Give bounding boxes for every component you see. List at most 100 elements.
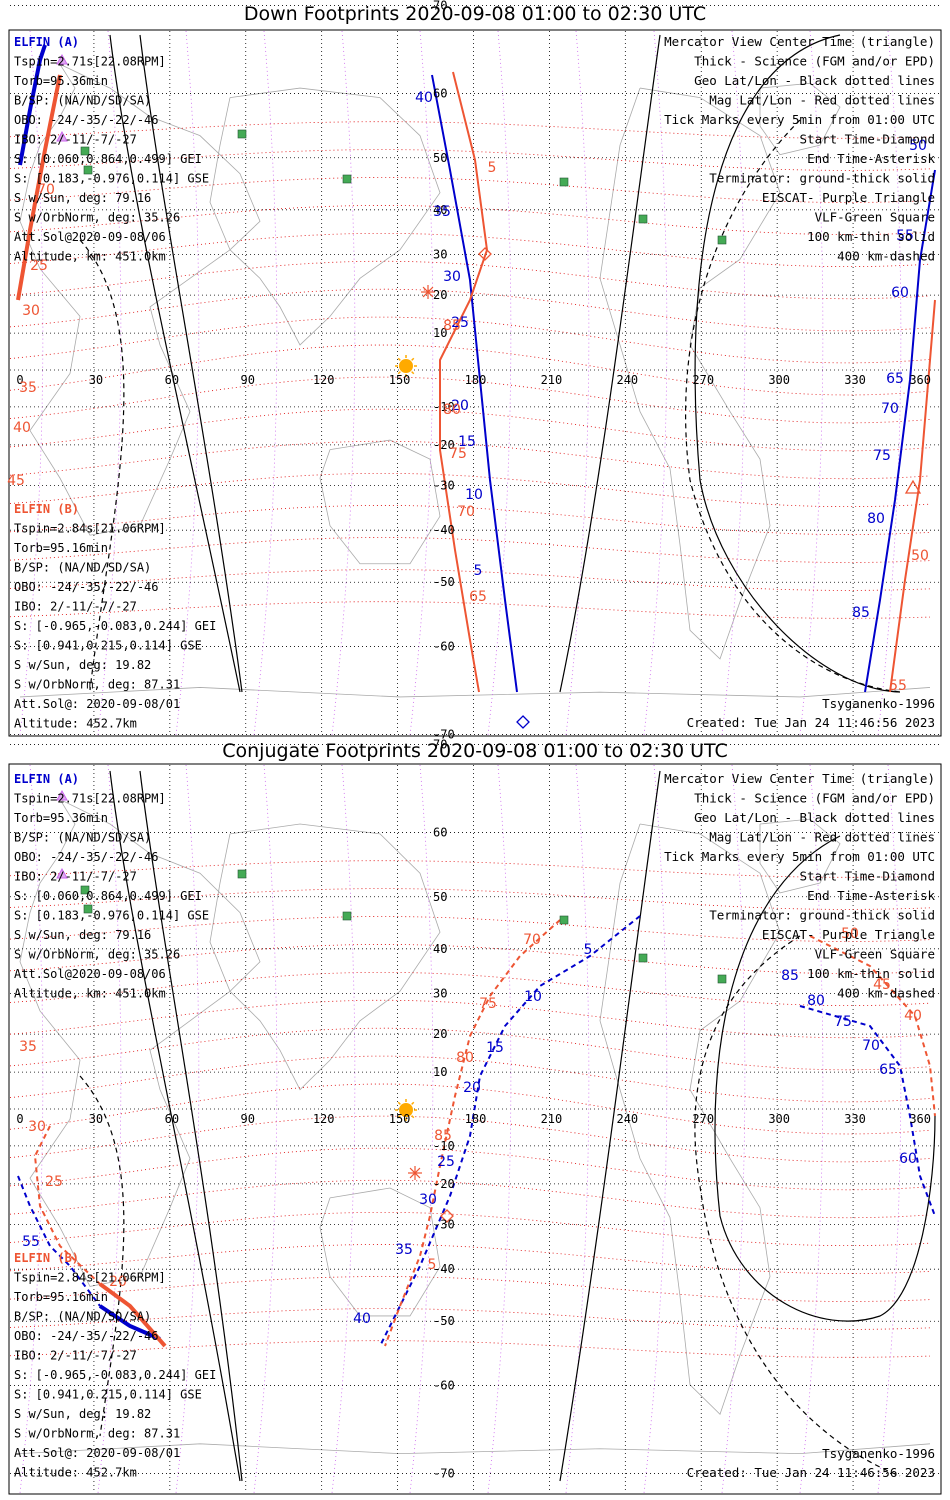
terminator-curve-5	[694, 935, 901, 1477]
elfin-b-info-line: S: [0.941,0.215,0.114] GSE	[14, 1388, 202, 1402]
lat-tick-label: 40	[433, 203, 447, 217]
elfin-a-info-line: Altitude, km: 451.0km	[14, 250, 166, 264]
elfin-b-time-label: 50	[841, 926, 859, 942]
label-layer: 0 30 60 90 120 150 180 210 240 270 300 330 360 70 60 50…	[7, 0, 935, 740]
elfin-b-time-label: 30	[28, 1119, 46, 1135]
mag-meridian	[409, 764, 434, 1494]
elfin-b-time-label: 70	[37, 182, 55, 198]
elfin-a-conj-track	[379, 915, 641, 1347]
lon-tick-label: 300	[768, 373, 790, 387]
legend-line: EISCAT- Purple Triangle	[762, 927, 935, 942]
coastline-3	[599, 823, 781, 1416]
elfin-b-info-line: OBO: -24/-35/-22/-46	[14, 580, 159, 594]
terminator-curve-1	[139, 34, 243, 693]
elfin-a-time-label: 30	[419, 1192, 437, 1208]
lat-tick-label: -70	[433, 1466, 455, 1480]
lat-tick-label: 10	[433, 326, 447, 340]
elfin-a-time-label: 70	[881, 401, 899, 417]
lon-tick-label: 330	[844, 373, 866, 387]
coastline-4	[759, 82, 841, 156]
mag-parallel	[9, 569, 931, 591]
elfin-b-time-label: 80	[443, 402, 461, 418]
elfin-b-info-line: S: [-0.965,-0.083,0.244] GEI	[14, 619, 216, 633]
elfin-b-info-line: S: [0.941,0.215,0.114] GSE	[14, 639, 202, 653]
elfin-a-info-line: S: [0.183,-0.976,0.114] GSE	[14, 172, 209, 186]
vlf-square	[638, 214, 648, 224]
elfin-a-time-label: 60	[899, 1151, 917, 1167]
elfin-b-time-label: 85	[443, 318, 461, 334]
elfin-a-info-line: OBO: -24/-35/-22/-46	[14, 850, 159, 864]
lat-tick-label: -60	[433, 640, 455, 654]
vlf-square	[717, 235, 727, 245]
legend-line: Thick - Science (FGM and/or EPD)	[694, 54, 935, 69]
coastline-2	[319, 1187, 441, 1317]
elfin-a-time-label: 55	[22, 1234, 40, 1250]
elfin-b-conj-west	[33, 1125, 101, 1285]
down-panel-title: Down Footprints 2020-09-08 01:00 to 02:3…	[243, 3, 707, 25]
elfin-b-title: ELFIN (B)	[14, 1251, 79, 1265]
mag-parallel	[9, 505, 931, 535]
mag-parallel	[9, 1115, 931, 1163]
mag-meridian	[175, 30, 200, 736]
legend-line: Tick Marks every 5min from 01:00 UTC	[664, 849, 935, 864]
mag-meridian	[409, 30, 434, 736]
legend-line: Mercator View Center Time (triangle)	[664, 771, 935, 786]
lon-tick-label: 120	[313, 1112, 335, 1126]
mag-meridian	[253, 30, 278, 736]
elfin-a-time-label: 85	[781, 968, 799, 984]
elfin-a-conj-east	[799, 1005, 936, 1217]
mag-parallel	[9, 944, 931, 974]
mag-meridian	[331, 764, 356, 1494]
elfin-b-conj-science	[98, 1282, 167, 1348]
elfin-b-info-line: Altitude: 452.7km	[14, 717, 137, 731]
lon-tick-label: 0	[16, 1112, 23, 1126]
sun-ray	[397, 1115, 401, 1119]
eiscat-triangle	[56, 53, 68, 65]
lon-tick-label: 240	[616, 373, 638, 387]
elfin-b-info-line: Att.Sol@: 2020-09-08/01	[14, 697, 180, 711]
elfin-a-time-label: 15	[458, 434, 476, 450]
vlf-square	[342, 911, 352, 921]
mag-parallel	[9, 376, 931, 424]
lon-tick-label: 270	[692, 373, 714, 387]
mag-meridian	[721, 30, 746, 736]
marker-layer	[56, 53, 922, 729]
elfin-a-info-line: S w/OrbNorm, deg: 35.26	[14, 948, 180, 962]
mag-meridian	[19, 764, 44, 1494]
mag-parallel	[9, 316, 931, 364]
elfin-b-time-label: 30	[22, 303, 40, 319]
elfin-b-time-label: 85	[434, 1128, 452, 1144]
lat-tick-label: 70	[433, 738, 447, 752]
elfin-a-down-track	[431, 74, 518, 693]
elfin-a-info-line: S: [0.060,0.864,0.499] GEI	[14, 152, 202, 166]
lat-tick-label: -20	[433, 438, 455, 452]
elfin-b-time-label: 70	[457, 504, 475, 520]
mag-meridian	[643, 30, 668, 736]
lon-tick-label: 210	[541, 373, 563, 387]
elfin-b-time-label: 70	[523, 932, 541, 948]
mag-meridian	[487, 30, 512, 736]
model-label: Tsyganenko-1996	[822, 1446, 935, 1461]
lat-tick-label: -50	[433, 1314, 455, 1328]
elfin-a-info-line: IBO: 2/-11/-7/-27	[14, 870, 137, 884]
coastline-5	[19, 687, 931, 698]
mag-parallel	[9, 1244, 931, 1274]
lat-tick-label: 30	[433, 987, 447, 1001]
eiscat-triangle	[56, 789, 68, 801]
elfin-b-info-line: S w/Sun, deg: 19.82	[14, 1407, 151, 1421]
elfin-a-conj-science	[98, 1304, 161, 1341]
lon-tick-label: 60	[165, 1112, 179, 1126]
elfin-a-info-line: Tspin=2.71s[22.08RPM]	[14, 792, 166, 806]
sun-ray	[397, 371, 401, 375]
conjugate-footprints-map: 0 30 60 90 120 150 180 210 240 270 300 330 360 70 60 50…	[8, 738, 942, 1495]
elfin-b-info-line: Att.Sol@: 2020-09-08/01	[14, 1446, 180, 1460]
elfin-a-conj-west	[17, 1175, 101, 1307]
vlf-square	[717, 974, 727, 984]
sun-ray	[411, 1101, 415, 1105]
lon-tick-label: 240	[616, 1112, 638, 1126]
created-label: Created: Tue Jan 24 11:46:56 2023	[687, 715, 935, 730]
mag-meridian	[253, 764, 278, 1494]
sun-ray	[397, 357, 401, 361]
mag-meridian	[175, 764, 200, 1494]
sun-ray	[411, 371, 415, 375]
